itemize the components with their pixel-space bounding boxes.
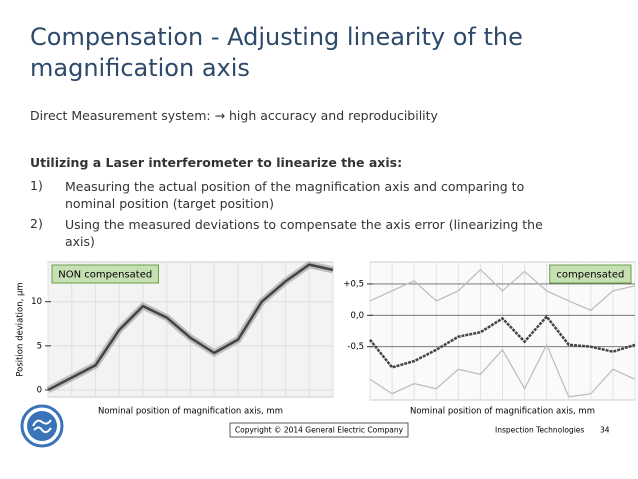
y-tick-label: 10 bbox=[31, 297, 42, 307]
y-tick-label: 0 bbox=[37, 385, 42, 395]
annotation-box bbox=[549, 264, 632, 284]
series-line bbox=[369, 343, 636, 398]
y-axis-label: Position deviation, µm bbox=[16, 282, 26, 376]
series-line bbox=[369, 268, 636, 312]
annotation-box bbox=[51, 264, 159, 284]
copyright-box bbox=[229, 422, 409, 438]
slide-title: Compensation - Adjusting linearity of th… bbox=[30, 23, 523, 82]
series-line bbox=[369, 314, 636, 369]
item-number: 2) bbox=[30, 216, 43, 231]
intro-text: Direct Measurement system: → high accura… bbox=[30, 108, 438, 123]
item-text: Measuring the actual position of the mag… bbox=[65, 179, 525, 211]
x-axis-label: Nominal position of magnification axis, … bbox=[98, 407, 283, 417]
copyright: Copyright © 2014 General Electric Compan… bbox=[235, 426, 404, 435]
ge-logo bbox=[20, 404, 64, 448]
annotation: NON compensated bbox=[58, 270, 152, 281]
x-axis-label: Nominal position of magnification axis, … bbox=[410, 407, 595, 417]
y-tick-label: 5 bbox=[37, 341, 42, 351]
y-tick-label: 0,0 bbox=[350, 311, 364, 321]
item-text: Using the measured deviations to compens… bbox=[65, 217, 543, 249]
annotation: compensated bbox=[556, 270, 624, 281]
y-tick-label: -0,5 bbox=[347, 342, 364, 352]
division: Inspection Technologies bbox=[495, 426, 584, 435]
heading: Utilizing a Laser interferometer to line… bbox=[30, 155, 403, 170]
series-line bbox=[47, 263, 334, 392]
page-number: 34 bbox=[600, 426, 610, 435]
y-tick-label: +0,5 bbox=[343, 279, 364, 289]
item-number: 1) bbox=[30, 178, 43, 193]
